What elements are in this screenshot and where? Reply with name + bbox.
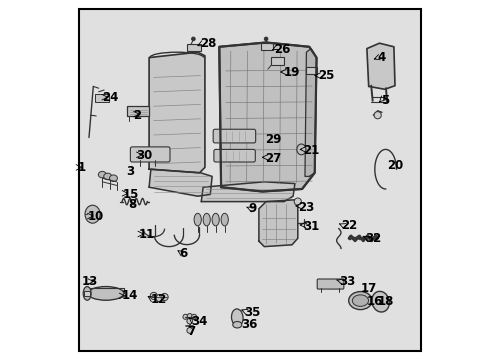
Polygon shape — [149, 169, 212, 196]
Text: 28: 28 — [200, 37, 217, 50]
Text: 14: 14 — [122, 289, 138, 302]
Circle shape — [374, 237, 377, 240]
Circle shape — [150, 292, 157, 300]
Text: 32: 32 — [365, 232, 381, 245]
FancyBboxPatch shape — [213, 129, 255, 143]
Text: 29: 29 — [265, 133, 281, 146]
Ellipse shape — [83, 287, 91, 300]
Text: 11: 11 — [138, 228, 154, 241]
Circle shape — [365, 237, 367, 240]
Text: 23: 23 — [298, 201, 314, 213]
Text: 7: 7 — [187, 325, 195, 338]
Ellipse shape — [221, 213, 228, 226]
Text: 12: 12 — [151, 293, 167, 306]
Text: 16: 16 — [366, 295, 383, 308]
Ellipse shape — [296, 144, 305, 155]
FancyBboxPatch shape — [79, 9, 420, 351]
Text: 1: 1 — [78, 161, 86, 174]
Circle shape — [186, 318, 192, 324]
Text: 15: 15 — [122, 188, 139, 201]
Circle shape — [354, 237, 357, 240]
Ellipse shape — [232, 321, 241, 328]
Ellipse shape — [212, 213, 219, 226]
Text: 25: 25 — [317, 69, 334, 82]
Ellipse shape — [203, 213, 210, 226]
Text: 3: 3 — [125, 165, 134, 177]
Bar — [95, 94, 108, 102]
Text: 30: 30 — [136, 149, 152, 162]
Text: 10: 10 — [88, 210, 104, 222]
Text: 4: 4 — [377, 51, 385, 64]
Circle shape — [191, 37, 195, 41]
FancyBboxPatch shape — [317, 279, 343, 289]
Text: 2: 2 — [133, 109, 142, 122]
Circle shape — [191, 314, 196, 319]
Ellipse shape — [85, 205, 100, 223]
FancyBboxPatch shape — [213, 149, 255, 162]
Circle shape — [186, 328, 192, 333]
Ellipse shape — [231, 309, 243, 326]
Ellipse shape — [371, 291, 388, 312]
Text: 9: 9 — [247, 202, 256, 215]
Text: 24: 24 — [102, 91, 119, 104]
Bar — [84, 291, 89, 296]
Text: 17: 17 — [360, 282, 376, 295]
Text: 27: 27 — [265, 152, 281, 165]
Polygon shape — [258, 200, 297, 247]
Text: 31: 31 — [303, 220, 319, 233]
Ellipse shape — [348, 292, 371, 310]
Text: 36: 36 — [241, 318, 257, 331]
Circle shape — [361, 237, 364, 240]
Circle shape — [156, 294, 163, 302]
Polygon shape — [305, 49, 316, 176]
Bar — [186, 44, 201, 51]
Circle shape — [161, 293, 168, 301]
Bar — [271, 57, 284, 65]
Text: 22: 22 — [340, 219, 357, 231]
Ellipse shape — [88, 287, 123, 300]
Ellipse shape — [109, 175, 117, 181]
Bar — [306, 67, 317, 74]
Circle shape — [351, 237, 354, 240]
Circle shape — [183, 314, 187, 319]
Text: 26: 26 — [273, 43, 290, 56]
Circle shape — [187, 314, 192, 319]
Bar — [260, 43, 273, 50]
Text: 21: 21 — [302, 144, 318, 157]
Circle shape — [373, 112, 381, 119]
Text: 13: 13 — [81, 275, 98, 288]
Polygon shape — [366, 43, 394, 89]
Text: 33: 33 — [338, 275, 354, 288]
FancyBboxPatch shape — [130, 147, 170, 162]
Ellipse shape — [98, 171, 106, 178]
Circle shape — [371, 237, 374, 240]
Polygon shape — [219, 42, 316, 192]
Text: 18: 18 — [377, 295, 393, 308]
Text: 6: 6 — [179, 247, 187, 260]
Circle shape — [264, 37, 267, 41]
Text: 19: 19 — [284, 66, 300, 78]
Polygon shape — [149, 52, 204, 173]
Ellipse shape — [194, 213, 201, 226]
Text: 20: 20 — [386, 159, 402, 172]
Circle shape — [358, 237, 361, 240]
Ellipse shape — [351, 295, 368, 306]
Circle shape — [294, 198, 301, 205]
Circle shape — [368, 237, 371, 240]
Ellipse shape — [103, 173, 111, 180]
Text: 8: 8 — [128, 198, 137, 211]
Text: 5: 5 — [380, 94, 388, 107]
Bar — [127, 106, 149, 116]
Circle shape — [348, 237, 351, 240]
Text: 34: 34 — [191, 315, 207, 328]
Text: 35: 35 — [244, 306, 260, 319]
Polygon shape — [201, 182, 294, 202]
